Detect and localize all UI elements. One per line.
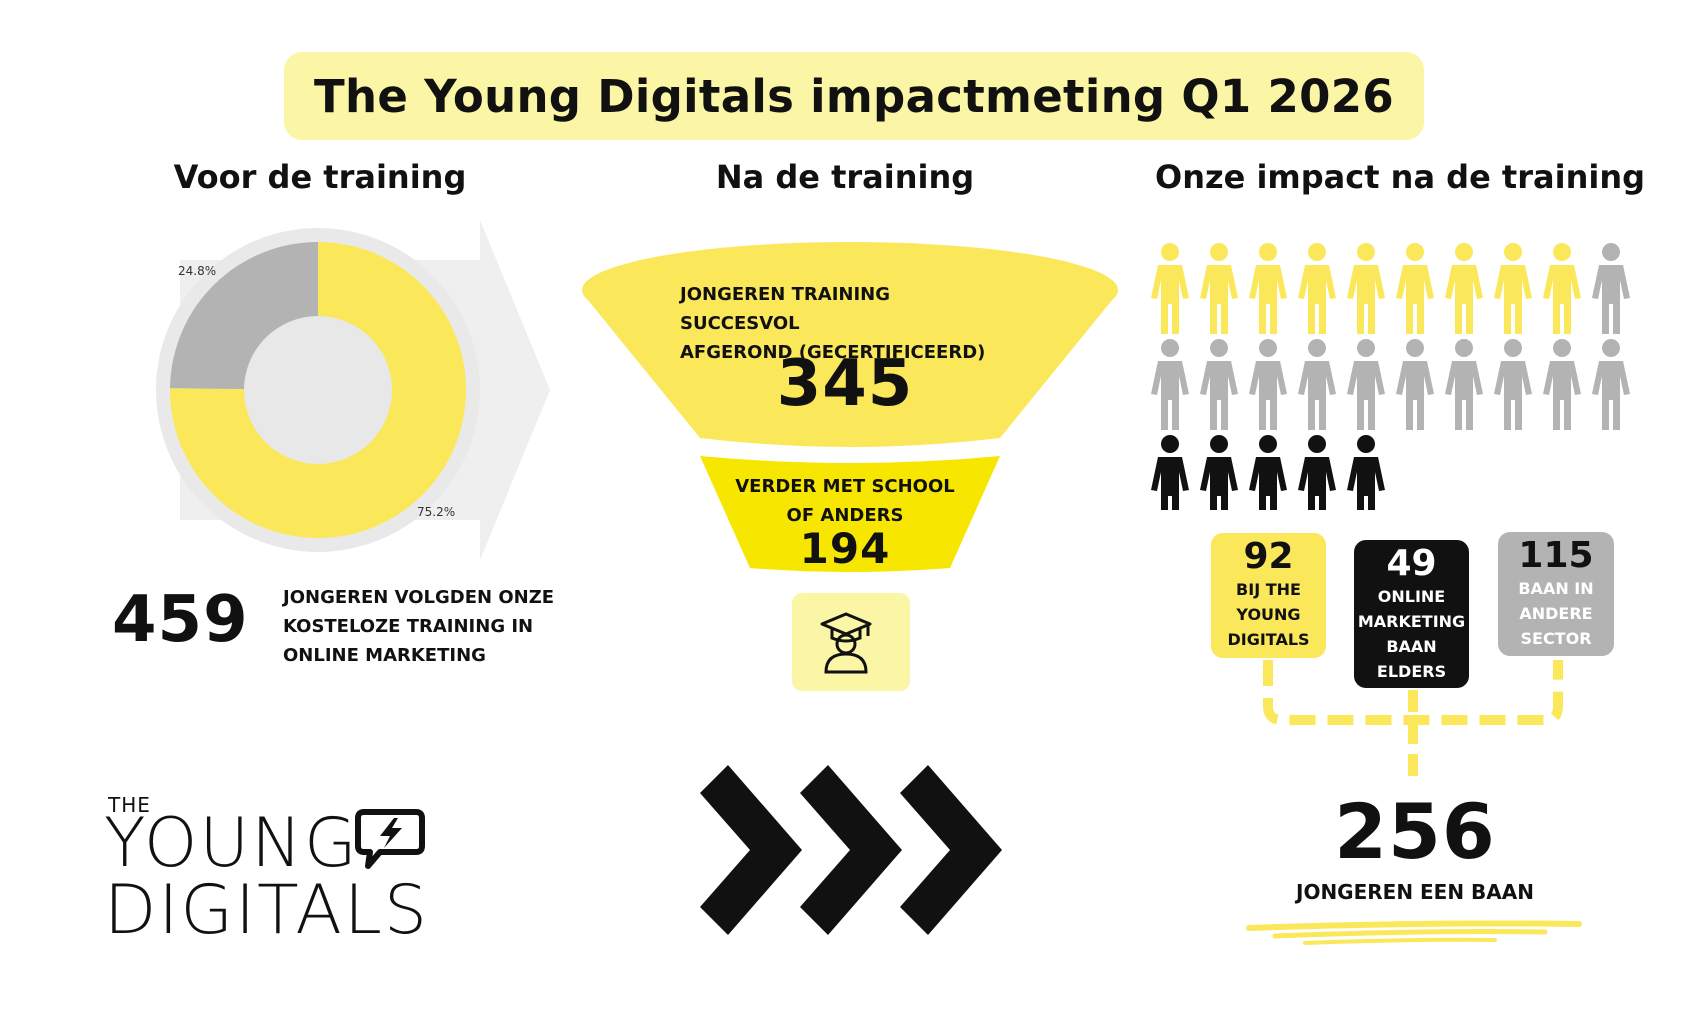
- outcome-box-tyd: 92 BIJ THE YOUNG DIGITALS: [1211, 533, 1326, 658]
- funnel-mid-line: OF ANDERS: [786, 505, 904, 526]
- graduate-icon: [820, 612, 872, 674]
- funnel-mid-line: VERDER MET SCHOOL: [735, 476, 955, 497]
- participants-count: 459: [112, 583, 249, 657]
- page-title: The Young Digitals impactmeting Q1 2026: [314, 69, 1394, 123]
- outcome-line: SECTOR: [1520, 629, 1592, 648]
- outcome-line: DIGITALS: [1227, 630, 1310, 649]
- person-icon: [1249, 435, 1287, 510]
- participants-text-line: JONGEREN VOLGDEN ONZE: [283, 587, 555, 608]
- funnel-top-text: JONGEREN TRAINING SUCCESVOL AFGEROND (GE…: [680, 280, 1010, 367]
- outcome-value: 92: [1243, 536, 1294, 577]
- funnel-top-value: 345: [776, 347, 914, 421]
- person-icon: [1347, 243, 1385, 334]
- person-icon: [1445, 339, 1483, 430]
- outcome-line: BAAN: [1386, 637, 1437, 656]
- person-icon: [1592, 243, 1630, 334]
- funnel-top-line: JONGEREN TRAINING SUCCESVOL: [680, 284, 890, 334]
- participants-text-line: KOSTELOZE TRAINING IN: [283, 616, 534, 637]
- outcome-line: BAAN IN: [1518, 579, 1594, 598]
- outcome-line: ONLINE: [1377, 587, 1446, 606]
- lightning-speech-bubble-icon: [355, 809, 425, 869]
- logo-digitals: DIGITALS: [104, 871, 429, 950]
- outcome-value: 49: [1386, 543, 1437, 584]
- connector-lines: [1263, 660, 1563, 778]
- person-icon: [1298, 435, 1336, 510]
- person-icon: [1396, 243, 1434, 334]
- column-heading-before: Voor de training: [173, 158, 467, 196]
- outcome-line: BIJ THE: [1236, 580, 1301, 599]
- donut-chart: [156, 220, 550, 560]
- underline-brush: [1246, 920, 1582, 945]
- person-icon: [1151, 435, 1189, 510]
- person-icon: [1151, 339, 1189, 430]
- person-icon: [1396, 339, 1434, 430]
- person-icon: [1151, 243, 1189, 334]
- participants-text-line: ONLINE MARKETING: [283, 645, 486, 666]
- outcome-box-online-marketing: 49 ONLINE MARKETING BAAN ELDERS: [1354, 540, 1469, 688]
- outcome-line: MARKETING: [1357, 612, 1466, 631]
- jobs-count: 256: [1334, 787, 1496, 876]
- column-heading-impact: Onze impact na de training: [1154, 158, 1645, 196]
- participants-text: JONGEREN VOLGDEN ONZE KOSTELOZE TRAINING…: [283, 583, 554, 670]
- outcome-value: 115: [1518, 535, 1594, 576]
- donut-hole: [244, 316, 392, 464]
- jobs-label: JONGEREN EEN BAAN: [1296, 880, 1534, 904]
- funnel-top-line: AFGEROND (GECERTIFICEERD): [680, 342, 986, 363]
- donut-label-small: 24.8%: [178, 264, 217, 278]
- outcome-box-other-sector: 115 BAAN IN ANDERE SECTOR: [1498, 532, 1614, 656]
- person-icon: [1494, 243, 1532, 334]
- column-heading-after: Na de training: [715, 158, 975, 196]
- donut-label-large: 75.2%: [417, 505, 456, 519]
- person-icon: [1298, 339, 1336, 430]
- person-icon: [1200, 435, 1238, 510]
- person-icon: [1200, 243, 1238, 334]
- person-icon: [1200, 339, 1238, 430]
- person-icon: [1347, 339, 1385, 430]
- person-icon: [1543, 339, 1581, 430]
- person-icon: [1543, 243, 1581, 334]
- person-icon: [1445, 243, 1483, 334]
- chevrons-graphic: [700, 765, 1002, 935]
- logo-young: YOUNG: [104, 804, 359, 883]
- outcome-line: ANDERE: [1519, 604, 1593, 623]
- funnel-mid-text: VERDER MET SCHOOL OF ANDERS: [710, 472, 980, 530]
- person-icon: [1494, 339, 1532, 430]
- outcome-line: ELDERS: [1376, 662, 1447, 681]
- person-icon: [1298, 243, 1336, 334]
- person-icon: [1249, 339, 1287, 430]
- funnel-mid-value: 194: [799, 524, 891, 573]
- logo-the: THE: [108, 793, 151, 817]
- title-banner: The Young Digitals impactmeting Q1 2026: [284, 52, 1424, 140]
- people-grid: [1151, 243, 1630, 510]
- outcome-line: YOUNG: [1236, 605, 1301, 624]
- person-icon: [1592, 339, 1630, 430]
- person-icon: [1347, 435, 1385, 510]
- person-icon: [1249, 243, 1287, 334]
